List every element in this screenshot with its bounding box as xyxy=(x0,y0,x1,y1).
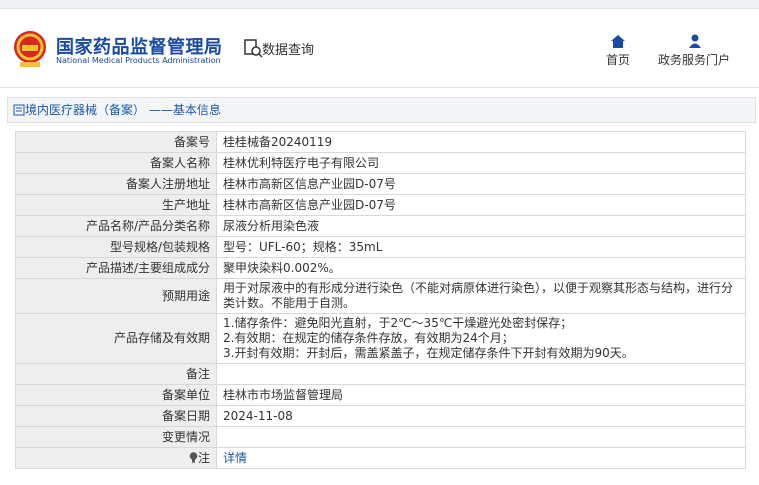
site-subtitle: National Medical Products Administration xyxy=(56,56,221,65)
nav-portal[interactable]: 政务服务门户 xyxy=(658,53,731,67)
table-row: 备案号 桂桂械备20240119 xyxy=(15,131,746,153)
row-label: 预期用途 xyxy=(161,288,210,303)
row-value-cell: 1.储存条件：避免阳光直射，于2℃～35℃干燥避光处密封保存； 2.有效期：在规定… xyxy=(216,313,746,364)
detail-link[interactable]: 详情 xyxy=(223,450,248,465)
data-query[interactable]: 数据查询 xyxy=(262,43,315,58)
table-row: 产品名称/产品分类名称 尿液分析用染色液 xyxy=(15,215,746,237)
breadcrumb: 境内医疗器械（备案） ——基本信息 xyxy=(7,97,756,123)
row-label-cell: 产品名称/产品分类名称 xyxy=(15,215,217,237)
row-value-cell: 2024-11-08 xyxy=(216,405,746,427)
row-label: 型号规格/包装规格 xyxy=(109,239,210,254)
table-row: 备案人名称 桂林优利特医疗电子有限公司 xyxy=(15,152,746,174)
table-row: 注详情 xyxy=(15,447,746,469)
row-value-line: 2.有效期：在规定的储存条件存放，有效期为24个月； xyxy=(223,331,514,345)
row-value: 桂林市高新区信息产业园D-07号 xyxy=(223,197,396,212)
row-value: 桂桂械备20240119 xyxy=(223,134,333,149)
header: 国家药品监督管理局 National Medical Products Admi… xyxy=(0,9,759,88)
row-value: 桂林市高新区信息产业园D-07号 xyxy=(223,176,396,191)
table-row: 备案单位 桂林市市场监督管理局 xyxy=(15,384,746,406)
row-label: 产品存储及有效期 xyxy=(113,331,210,345)
table-row: 备注 xyxy=(15,363,746,385)
row-value-cell: 桂林优利特医疗电子有限公司 xyxy=(216,152,746,174)
row-label-cell: 备案人名称 xyxy=(15,152,217,174)
row-label-cell: 生产地址 xyxy=(15,194,217,216)
row-label-cell: 变更情况 xyxy=(15,426,217,448)
table-row: 产品存储及有效期 1.储存条件：避免阳光直射，于2℃～35℃干燥避光处密封保存； 2… xyxy=(15,313,746,364)
row-label-cell: 备案日期 xyxy=(15,405,217,427)
row-label-cell: 注 xyxy=(15,447,217,469)
row-value-cell: 用于对尿液中的有形成分进行染色（不能对病原体进行染色），以便于观察其形态与结构，… xyxy=(216,278,746,314)
row-value-cell: 尿液分析用染色液 xyxy=(216,215,746,237)
row-value: 桂林市市场监督管理局 xyxy=(223,387,344,402)
top-strip xyxy=(0,0,759,9)
table-row: 产品描述/主要组成成分 聚甲炔染料0.002%。 xyxy=(15,257,746,279)
row-value-cell: 聚甲炔染料0.002%。 xyxy=(216,257,746,279)
row-value-cell: 型号：UFL-60；规格：35mL xyxy=(216,236,746,258)
site-title: 国家药品监督管理局 xyxy=(56,37,223,58)
row-label: 备案日期 xyxy=(161,408,210,423)
row-value-cell: 桂林市高新区信息产业园D-07号 xyxy=(216,173,746,195)
row-value: 尿液分析用染色液 xyxy=(223,218,320,233)
row-label: 变更情况 xyxy=(161,429,210,444)
row-label: 备案人名称 xyxy=(149,155,210,170)
emblem xyxy=(14,31,46,67)
row-label: 产品名称/产品分类名称 xyxy=(85,218,210,233)
row-label-cell: 备注 xyxy=(15,363,217,385)
table-row: 变更情况 xyxy=(15,426,746,448)
row-value: 用于对尿液中的有形成分进行染色（不能对病原体进行染色），以便于观察其形态与结构，… xyxy=(223,281,734,310)
table-row: 型号规格/包装规格 型号：UFL-60；规格：35mL xyxy=(15,236,746,258)
row-value-line: 1.储存条件：避免阳光直射，于2℃～35℃干燥避光处密封保存； xyxy=(223,316,573,330)
table-row: 预期用途 用于对尿液中的有形成分进行染色（不能对病原体进行染色），以便于观察其形态… xyxy=(15,278,746,314)
table-row: 备案日期 2024-11-08 xyxy=(15,405,746,427)
row-label-cell: 型号规格/包装规格 xyxy=(15,236,217,258)
crumb-icon xyxy=(13,104,25,116)
row-value: 桂林优利特医疗电子有限公司 xyxy=(223,155,380,170)
row-value-cell: 桂林市高新区信息产业园D-07号 xyxy=(216,194,746,216)
row-value: 聚甲炔染料0.002%。 xyxy=(223,260,341,275)
row-value: 型号：UFL-60；规格：35mL xyxy=(223,239,383,254)
search-icon xyxy=(244,39,263,58)
row-label: 产品描述/主要组成成分 xyxy=(85,260,210,275)
table-row: 备案人注册地址 桂林市高新区信息产业园D-07号 xyxy=(15,173,746,195)
table-row: 生产地址 桂林市高新区信息产业园D-07号 xyxy=(15,194,746,216)
row-value-cell xyxy=(216,426,746,448)
user-icon xyxy=(689,34,701,48)
row-label: 备案号 xyxy=(173,134,210,149)
row-label: 备案人注册地址 xyxy=(125,176,210,191)
row-label: 备案单位 xyxy=(161,387,210,402)
hint-icon xyxy=(189,451,198,462)
row-label-cell: 备案人注册地址 xyxy=(15,173,217,195)
home-icon xyxy=(611,35,625,48)
row-value-line: 3.开封有效期：开封后，需盖紧盖子，在规定储存条件下开封有效期为90天。 xyxy=(223,346,634,360)
row-value-cell: 详情 xyxy=(216,447,746,469)
row-label: 备注 xyxy=(185,366,210,381)
row-label-cell: 预期用途 xyxy=(15,278,217,314)
row-value-cell: 桂林市市场监督管理局 xyxy=(216,384,746,406)
row-label-cell: 产品描述/主要组成成分 xyxy=(15,257,217,279)
row-label-cell: 备案号 xyxy=(15,131,217,153)
row-label: 注 xyxy=(197,450,210,465)
row-label-cell: 产品存储及有效期 xyxy=(15,313,217,364)
row-value-cell: 桂桂械备20240119 xyxy=(216,131,746,153)
nav-home[interactable]: 首页 xyxy=(606,53,631,67)
row-label: 生产地址 xyxy=(161,197,210,212)
row-label-cell: 备案单位 xyxy=(15,384,217,406)
breadcrumb-text: 境内医疗器械（备案） ——基本信息 xyxy=(25,103,221,117)
row-value: 2024-11-08 xyxy=(223,408,293,423)
row-value-cell xyxy=(216,363,746,385)
info-table: 备案号 桂桂械备20240119 备案人名称 桂林优利特医疗电子有限公司 备案人注册地址… xyxy=(15,131,746,469)
